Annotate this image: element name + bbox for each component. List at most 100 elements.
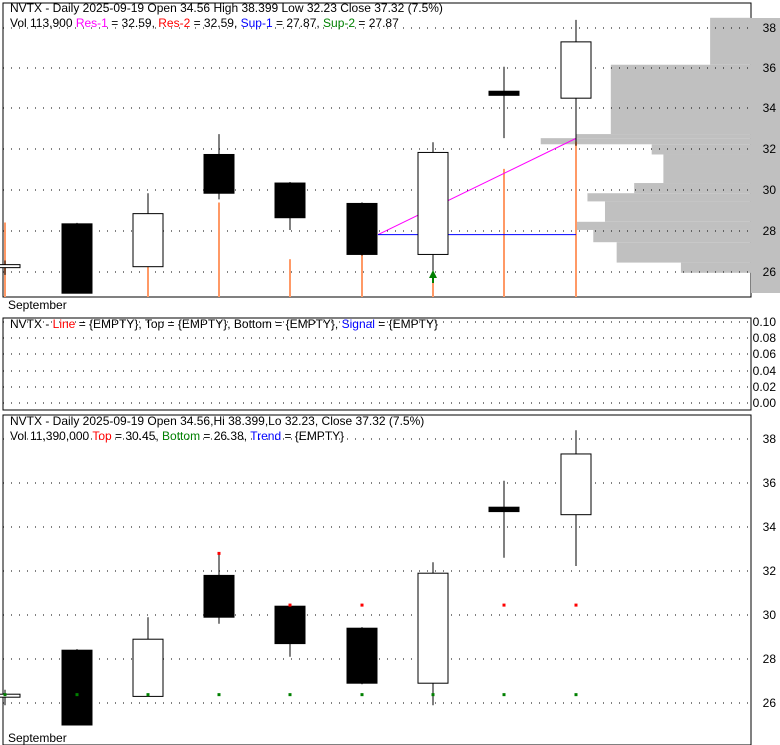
price2-candle bbox=[0, 693, 21, 698]
price-ytick: 28 bbox=[763, 224, 777, 238]
price-candle bbox=[346, 202, 378, 255]
price2-xlabel: September bbox=[8, 731, 67, 745]
indicator-panel-frame bbox=[2, 317, 752, 411]
price-ytick: 30 bbox=[763, 183, 777, 197]
volume-profile-bar bbox=[540, 138, 751, 145]
volume-profile-bar bbox=[604, 201, 751, 222]
top-dot bbox=[360, 603, 364, 607]
price2-ytick: 34 bbox=[763, 520, 777, 534]
indicator-ytick: 0.10 bbox=[753, 315, 777, 329]
volume-profile-bar bbox=[710, 17, 751, 65]
price-legend-item: = 32.59, bbox=[190, 16, 240, 30]
indicator-legend-item: NVTX - bbox=[10, 317, 53, 331]
volume-profile-bar bbox=[575, 134, 751, 139]
bottom-dot bbox=[217, 693, 221, 697]
volume-profile-bar bbox=[575, 221, 751, 230]
price-candle bbox=[274, 182, 306, 219]
price2-candle bbox=[132, 638, 164, 697]
price-legend-item: Sup-2 bbox=[323, 16, 355, 30]
bottom-dot bbox=[360, 693, 364, 697]
buy-arrow-icon bbox=[429, 270, 437, 283]
bottom-dot bbox=[288, 693, 292, 697]
indicator-legend-item: = {EMPTY}, Top = {EMPTY}, Bottom = {EMPT… bbox=[75, 317, 341, 331]
price-candle bbox=[560, 41, 592, 99]
price2-candle bbox=[346, 627, 378, 684]
price-legend-item: = 32.59, bbox=[108, 16, 158, 30]
price-ytick: 32 bbox=[763, 142, 777, 156]
price2-candle bbox=[488, 506, 520, 513]
price-legend-item: Sup-1 bbox=[241, 16, 273, 30]
price2-candle bbox=[417, 572, 449, 684]
price-legend-item: = 27.87, bbox=[273, 16, 323, 30]
volume-profile-bar bbox=[610, 64, 751, 135]
price2-legend-item: Vol 11,390,000 bbox=[10, 429, 92, 443]
volume-profile-bar bbox=[663, 154, 751, 184]
price-candle bbox=[417, 151, 449, 255]
volume-profile-bar bbox=[634, 183, 751, 194]
price2-ytick: 38 bbox=[763, 432, 777, 446]
top-dot bbox=[574, 603, 578, 607]
indicator-ytick: 0.04 bbox=[753, 364, 777, 378]
price-legend: Vol 113,900 Res-1 = 32.59, Res-2 = 32.59… bbox=[10, 16, 399, 30]
indicator-ytick: 0.06 bbox=[753, 347, 777, 361]
price2-title: NVTX - Daily 2025-09-19 Open 34.56,Hi 38… bbox=[10, 414, 424, 428]
resistance-line bbox=[377, 137, 577, 236]
price2-ytick: 36 bbox=[763, 476, 777, 490]
price-legend-item: Res-2 bbox=[158, 16, 190, 30]
volume-profile-bar bbox=[593, 229, 751, 243]
price-title: NVTX - Daily 2025-09-19 Open 34.56 High … bbox=[10, 1, 443, 15]
price2-candle bbox=[560, 453, 592, 516]
volume-profile-bar bbox=[587, 193, 751, 202]
price2-candle bbox=[274, 605, 306, 645]
indicator-ytick: 0.08 bbox=[753, 331, 777, 345]
price2-legend-item: = 30.45, bbox=[112, 429, 162, 443]
price-ytick: 34 bbox=[763, 101, 777, 115]
indicator-legend-item: = {EMPTY} bbox=[375, 317, 438, 331]
bottom-dot bbox=[574, 693, 578, 697]
price2-legend-item: = {EMPTY} bbox=[281, 429, 344, 443]
price-candle bbox=[488, 90, 520, 96]
price-legend-item: = 27.87 bbox=[355, 16, 399, 30]
indicator-legend-item: Line bbox=[53, 317, 76, 331]
price2-legend-item: = 26.38, bbox=[200, 429, 250, 443]
indicator-ytick: 0.00 bbox=[753, 396, 777, 410]
price-xlabel: September bbox=[8, 298, 67, 312]
price2-ytick: 30 bbox=[763, 608, 777, 622]
price-candle bbox=[203, 153, 235, 194]
bottom-dot bbox=[146, 693, 150, 697]
top-dot bbox=[217, 551, 221, 555]
volume-profile-bar bbox=[651, 144, 751, 155]
price2-legend-item: Bottom bbox=[162, 429, 200, 443]
indicator-legend: NVTX - Line = {EMPTY}, Top = {EMPTY}, Bo… bbox=[10, 317, 438, 331]
price-ytick: 38 bbox=[763, 21, 777, 35]
price2-ytick: 26 bbox=[763, 696, 777, 710]
volume-profile-bar bbox=[616, 242, 751, 263]
top-dot bbox=[288, 603, 292, 607]
indicator-ytick: 0.02 bbox=[753, 380, 777, 394]
price-candle bbox=[61, 223, 93, 294]
price2-legend: Vol 11,390,000 Top = 30.45, Bottom = 26.… bbox=[10, 429, 344, 443]
price2-legend-item: Trend bbox=[250, 429, 281, 443]
price2-panel-frame bbox=[2, 414, 752, 745]
bottom-dot bbox=[75, 693, 79, 697]
bottom-dot bbox=[3, 693, 7, 697]
price2-legend-item: Top bbox=[92, 429, 112, 443]
volume-profile-bar bbox=[680, 262, 751, 273]
price2-ytick: 28 bbox=[763, 652, 777, 666]
indicator-legend-item: Signal bbox=[342, 317, 375, 331]
bottom-dot bbox=[502, 693, 506, 697]
price2-ytick: 32 bbox=[763, 564, 777, 578]
price-candle bbox=[0, 264, 21, 269]
price2-candle bbox=[203, 574, 235, 618]
price-candle bbox=[132, 213, 164, 268]
price2-candle bbox=[61, 649, 93, 726]
top-dot bbox=[502, 603, 506, 607]
price-ytick: 36 bbox=[763, 61, 777, 75]
price-ytick: 26 bbox=[763, 265, 777, 279]
volume-profile-bar bbox=[751, 18, 780, 293]
price-legend-item: Res-1 bbox=[76, 16, 108, 30]
price-legend-item: Vol 113,900 bbox=[10, 16, 76, 30]
bottom-dot bbox=[431, 693, 435, 697]
